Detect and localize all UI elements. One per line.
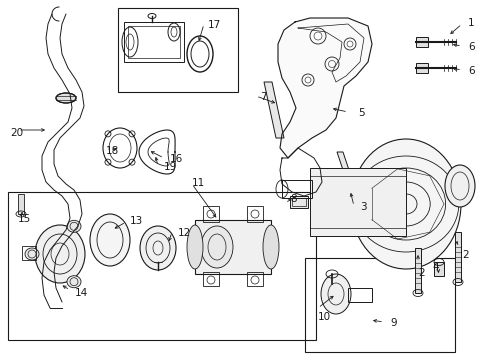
Polygon shape	[455, 232, 461, 282]
Polygon shape	[278, 18, 372, 158]
Ellipse shape	[67, 276, 81, 288]
Text: 17: 17	[208, 20, 221, 30]
Bar	[290, 196, 308, 208]
Bar	[434, 262, 444, 276]
Text: 15: 15	[18, 214, 31, 224]
Ellipse shape	[445, 165, 475, 207]
Ellipse shape	[90, 214, 130, 266]
Text: 19: 19	[164, 162, 177, 172]
Text: 5: 5	[358, 108, 365, 118]
Text: 10: 10	[318, 312, 331, 322]
Bar	[247, 206, 263, 222]
Text: 20: 20	[10, 128, 23, 138]
Text: 12: 12	[178, 228, 191, 238]
Polygon shape	[18, 194, 24, 214]
Text: 8: 8	[290, 194, 296, 204]
Text: 13: 13	[130, 216, 143, 226]
Text: 16: 16	[170, 154, 183, 164]
Text: 6: 6	[468, 66, 475, 76]
Ellipse shape	[35, 225, 85, 283]
Bar	[118, 8, 238, 92]
Bar	[247, 272, 263, 286]
Bar	[416, 63, 428, 73]
Text: 9: 9	[390, 318, 396, 328]
Ellipse shape	[263, 225, 279, 269]
Ellipse shape	[201, 226, 233, 268]
Text: 2: 2	[462, 250, 468, 260]
Ellipse shape	[187, 225, 203, 269]
Polygon shape	[264, 82, 284, 138]
Text: 3: 3	[360, 202, 367, 212]
Text: 7: 7	[260, 92, 267, 102]
Polygon shape	[337, 152, 361, 206]
Bar	[203, 272, 219, 286]
Text: 14: 14	[75, 288, 88, 298]
Bar	[348, 288, 372, 302]
Bar	[282, 180, 312, 198]
Bar	[310, 168, 406, 236]
Ellipse shape	[321, 274, 351, 314]
Ellipse shape	[67, 220, 81, 232]
Text: 11: 11	[192, 178, 205, 188]
Bar	[203, 206, 219, 222]
Text: 18: 18	[106, 146, 119, 156]
Text: 6: 6	[468, 42, 475, 52]
Bar	[292, 198, 306, 206]
Text: 4: 4	[432, 262, 439, 272]
Bar	[195, 220, 271, 274]
Bar	[128, 26, 180, 58]
Text: 2: 2	[418, 268, 425, 278]
Text: 1: 1	[468, 18, 475, 28]
Bar	[124, 22, 184, 62]
Ellipse shape	[140, 226, 176, 270]
Ellipse shape	[25, 248, 39, 260]
Bar	[305, 258, 455, 352]
Bar	[8, 192, 316, 340]
Ellipse shape	[56, 93, 76, 103]
Ellipse shape	[351, 139, 461, 269]
Bar	[416, 37, 428, 47]
Bar	[22, 246, 36, 260]
Polygon shape	[415, 248, 421, 293]
